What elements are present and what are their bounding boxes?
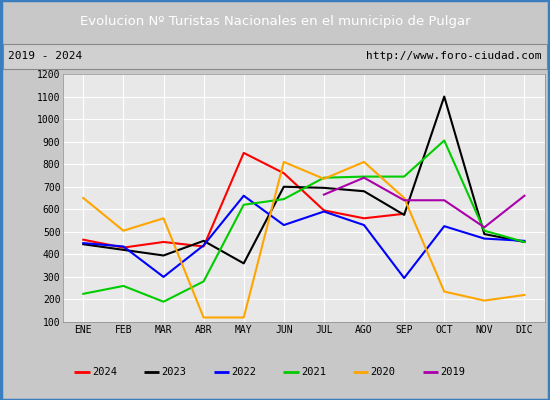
Text: 2019: 2019 (440, 367, 465, 377)
Text: 2020: 2020 (371, 367, 395, 377)
FancyBboxPatch shape (3, 44, 547, 69)
Text: 2021: 2021 (301, 367, 326, 377)
Text: 2023: 2023 (162, 367, 186, 377)
Text: 2019 - 2024: 2019 - 2024 (8, 52, 82, 62)
Text: 2022: 2022 (231, 367, 256, 377)
Text: Evolucion Nº Turistas Nacionales en el municipio de Pulgar: Evolucion Nº Turistas Nacionales en el m… (80, 14, 470, 28)
Text: http://www.foro-ciudad.com: http://www.foro-ciudad.com (366, 52, 542, 62)
Text: 2024: 2024 (92, 367, 117, 377)
